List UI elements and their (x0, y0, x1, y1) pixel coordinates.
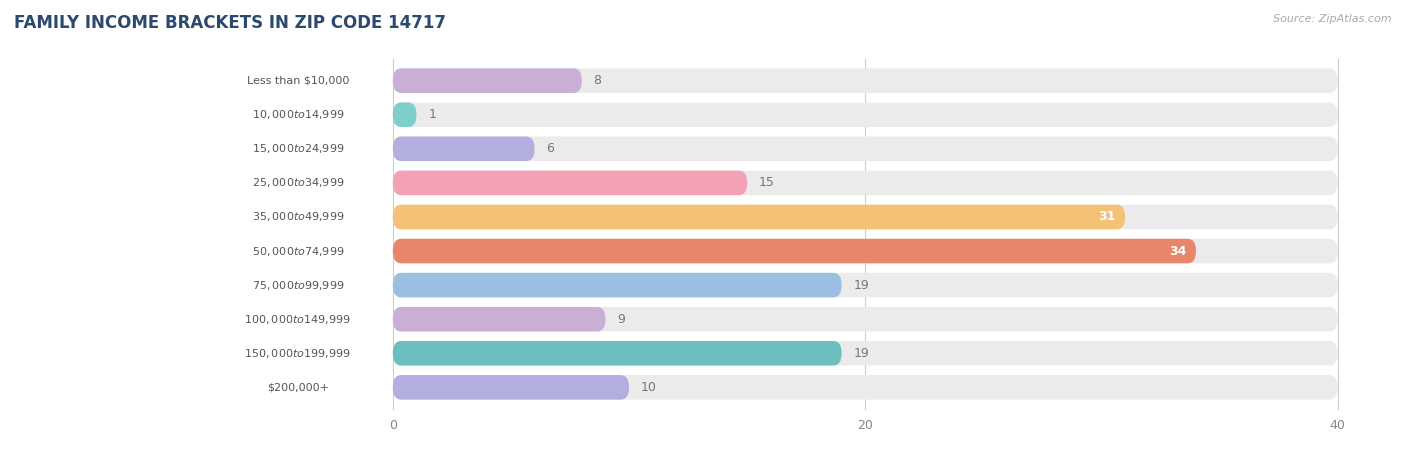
FancyBboxPatch shape (392, 273, 1337, 297)
Text: $25,000 to $34,999: $25,000 to $34,999 (252, 176, 344, 189)
FancyBboxPatch shape (392, 239, 1337, 263)
FancyBboxPatch shape (392, 307, 1337, 332)
FancyBboxPatch shape (207, 308, 389, 330)
Text: $75,000 to $99,999: $75,000 to $99,999 (252, 279, 344, 292)
Text: $100,000 to $149,999: $100,000 to $149,999 (245, 313, 352, 326)
FancyBboxPatch shape (392, 68, 582, 93)
FancyBboxPatch shape (207, 376, 389, 399)
FancyBboxPatch shape (207, 69, 389, 92)
Text: $50,000 to $74,999: $50,000 to $74,999 (252, 244, 344, 257)
Text: Source: ZipAtlas.com: Source: ZipAtlas.com (1274, 14, 1392, 23)
FancyBboxPatch shape (392, 341, 1337, 365)
Text: 1: 1 (429, 108, 436, 121)
FancyBboxPatch shape (207, 240, 389, 262)
FancyBboxPatch shape (392, 375, 628, 400)
Text: 34: 34 (1170, 244, 1187, 257)
FancyBboxPatch shape (392, 103, 1337, 127)
FancyBboxPatch shape (392, 341, 842, 365)
Text: $150,000 to $199,999: $150,000 to $199,999 (245, 347, 352, 360)
FancyBboxPatch shape (392, 171, 747, 195)
FancyBboxPatch shape (207, 342, 389, 364)
FancyBboxPatch shape (392, 171, 1337, 195)
Text: 19: 19 (853, 279, 869, 292)
FancyBboxPatch shape (392, 205, 1125, 229)
FancyBboxPatch shape (392, 103, 416, 127)
FancyBboxPatch shape (392, 136, 534, 161)
FancyBboxPatch shape (392, 68, 1337, 93)
FancyBboxPatch shape (207, 171, 389, 194)
Text: 9: 9 (617, 313, 626, 326)
Text: $10,000 to $14,999: $10,000 to $14,999 (252, 108, 344, 121)
FancyBboxPatch shape (392, 307, 606, 332)
Text: 31: 31 (1098, 211, 1115, 224)
FancyBboxPatch shape (207, 104, 389, 126)
Text: 19: 19 (853, 347, 869, 360)
Text: 8: 8 (593, 74, 602, 87)
FancyBboxPatch shape (392, 136, 1337, 161)
Text: FAMILY INCOME BRACKETS IN ZIP CODE 14717: FAMILY INCOME BRACKETS IN ZIP CODE 14717 (14, 14, 446, 32)
FancyBboxPatch shape (207, 274, 389, 297)
FancyBboxPatch shape (392, 205, 1337, 229)
FancyBboxPatch shape (207, 138, 389, 160)
FancyBboxPatch shape (392, 239, 1197, 263)
Text: 10: 10 (641, 381, 657, 394)
Text: 15: 15 (759, 176, 775, 189)
FancyBboxPatch shape (392, 375, 1337, 400)
Text: Less than $10,000: Less than $10,000 (246, 76, 349, 86)
FancyBboxPatch shape (207, 206, 389, 228)
Text: $35,000 to $49,999: $35,000 to $49,999 (252, 211, 344, 224)
Text: $15,000 to $24,999: $15,000 to $24,999 (252, 142, 344, 155)
Text: $200,000+: $200,000+ (267, 382, 329, 392)
Text: 6: 6 (547, 142, 554, 155)
FancyBboxPatch shape (392, 273, 842, 297)
